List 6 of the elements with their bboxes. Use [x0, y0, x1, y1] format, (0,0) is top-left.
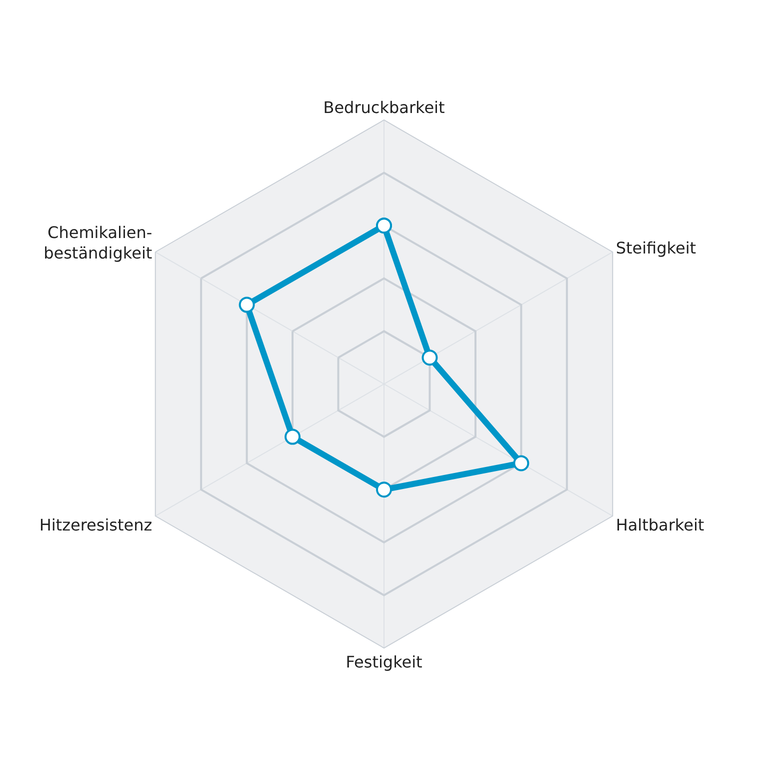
spoke-label: Hitzeresistenz — [39, 516, 152, 535]
spoke-label: Haltbarkeit — [616, 516, 704, 535]
spoke-label: Steifigkeit — [616, 238, 696, 258]
spoke-label: Festigkeit — [346, 652, 422, 672]
spoke-label: Bedruckbarkeit — [323, 98, 445, 118]
spoke-label: Chemikalien- beständigkeit — [44, 222, 152, 263]
